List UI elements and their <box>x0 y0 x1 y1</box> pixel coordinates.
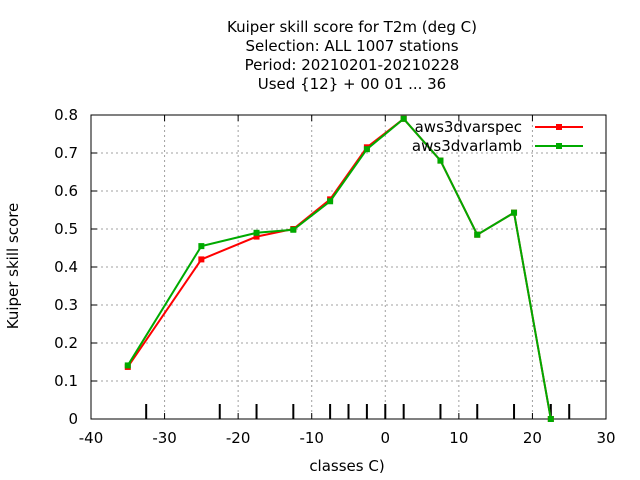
data-point <box>253 229 260 236</box>
legend-label: aws3dvarspec <box>415 118 522 136</box>
data-point <box>474 231 481 238</box>
series-aws3dvarlamb <box>124 115 554 422</box>
data-point <box>327 198 334 205</box>
x-tick-label: 10 <box>449 429 468 447</box>
y-tick-label: 0.6 <box>54 182 78 200</box>
series-line <box>126 117 552 420</box>
x-axis-label: classes C) <box>309 457 384 475</box>
class-marks <box>145 404 571 419</box>
grid <box>91 115 606 419</box>
x-axis: -40 -30 -20 -10 0 10 20 30 <box>79 115 616 447</box>
title-line-2: Selection: ALL 1007 stations <box>245 37 458 55</box>
x-tick-label: -40 <box>79 429 104 447</box>
title-line-3: Period: 20210201-20210228 <box>245 56 460 74</box>
plot-frame <box>90 114 607 420</box>
x-tick-label: 30 <box>596 429 615 447</box>
chart-title: Kuiper skill score for T2m (deg C) Selec… <box>227 18 477 93</box>
y-tick-label: 0.4 <box>54 258 78 276</box>
x-tick-label: -10 <box>299 429 324 447</box>
x-tick-label: 0 <box>381 429 391 447</box>
y-tick-label: 0.2 <box>54 334 78 352</box>
x-tick-label: -30 <box>152 429 177 447</box>
y-tick-label: 0 <box>68 410 78 428</box>
y-tick-label: 0.7 <box>54 144 78 162</box>
y-tick-label: 0.5 <box>54 220 78 238</box>
legend-label: aws3dvarlamb <box>412 137 522 155</box>
series-aws3dvarspec <box>124 115 554 422</box>
y-tick-label: 0.3 <box>54 296 78 314</box>
data-point <box>290 226 297 233</box>
data-point <box>363 146 370 153</box>
data-point <box>511 209 518 216</box>
x-tick-label: -20 <box>226 429 251 447</box>
series-group <box>124 115 554 422</box>
legend-marker <box>556 143 562 149</box>
data-point <box>198 256 205 263</box>
series-line <box>126 117 552 420</box>
x-tick-label: 20 <box>523 429 542 447</box>
y-tick-label: 0.8 <box>54 106 78 124</box>
y-axis-label: Kuiper skill score <box>4 203 22 330</box>
y-axis: 0 0.1 0.2 0.3 0.4 0.5 0.6 0.7 0.8 <box>54 106 606 428</box>
legend-marker <box>556 124 562 130</box>
data-point <box>437 157 444 164</box>
title-line-1: Kuiper skill score for T2m (deg C) <box>227 18 477 36</box>
y-tick-label: 0.1 <box>54 372 78 390</box>
data-point <box>400 115 407 122</box>
title-line-4: Used {12} + 00 01 ... 36 <box>258 75 446 93</box>
data-point <box>198 243 205 250</box>
data-point <box>547 416 554 422</box>
data-point <box>253 233 260 240</box>
data-point <box>124 362 131 369</box>
